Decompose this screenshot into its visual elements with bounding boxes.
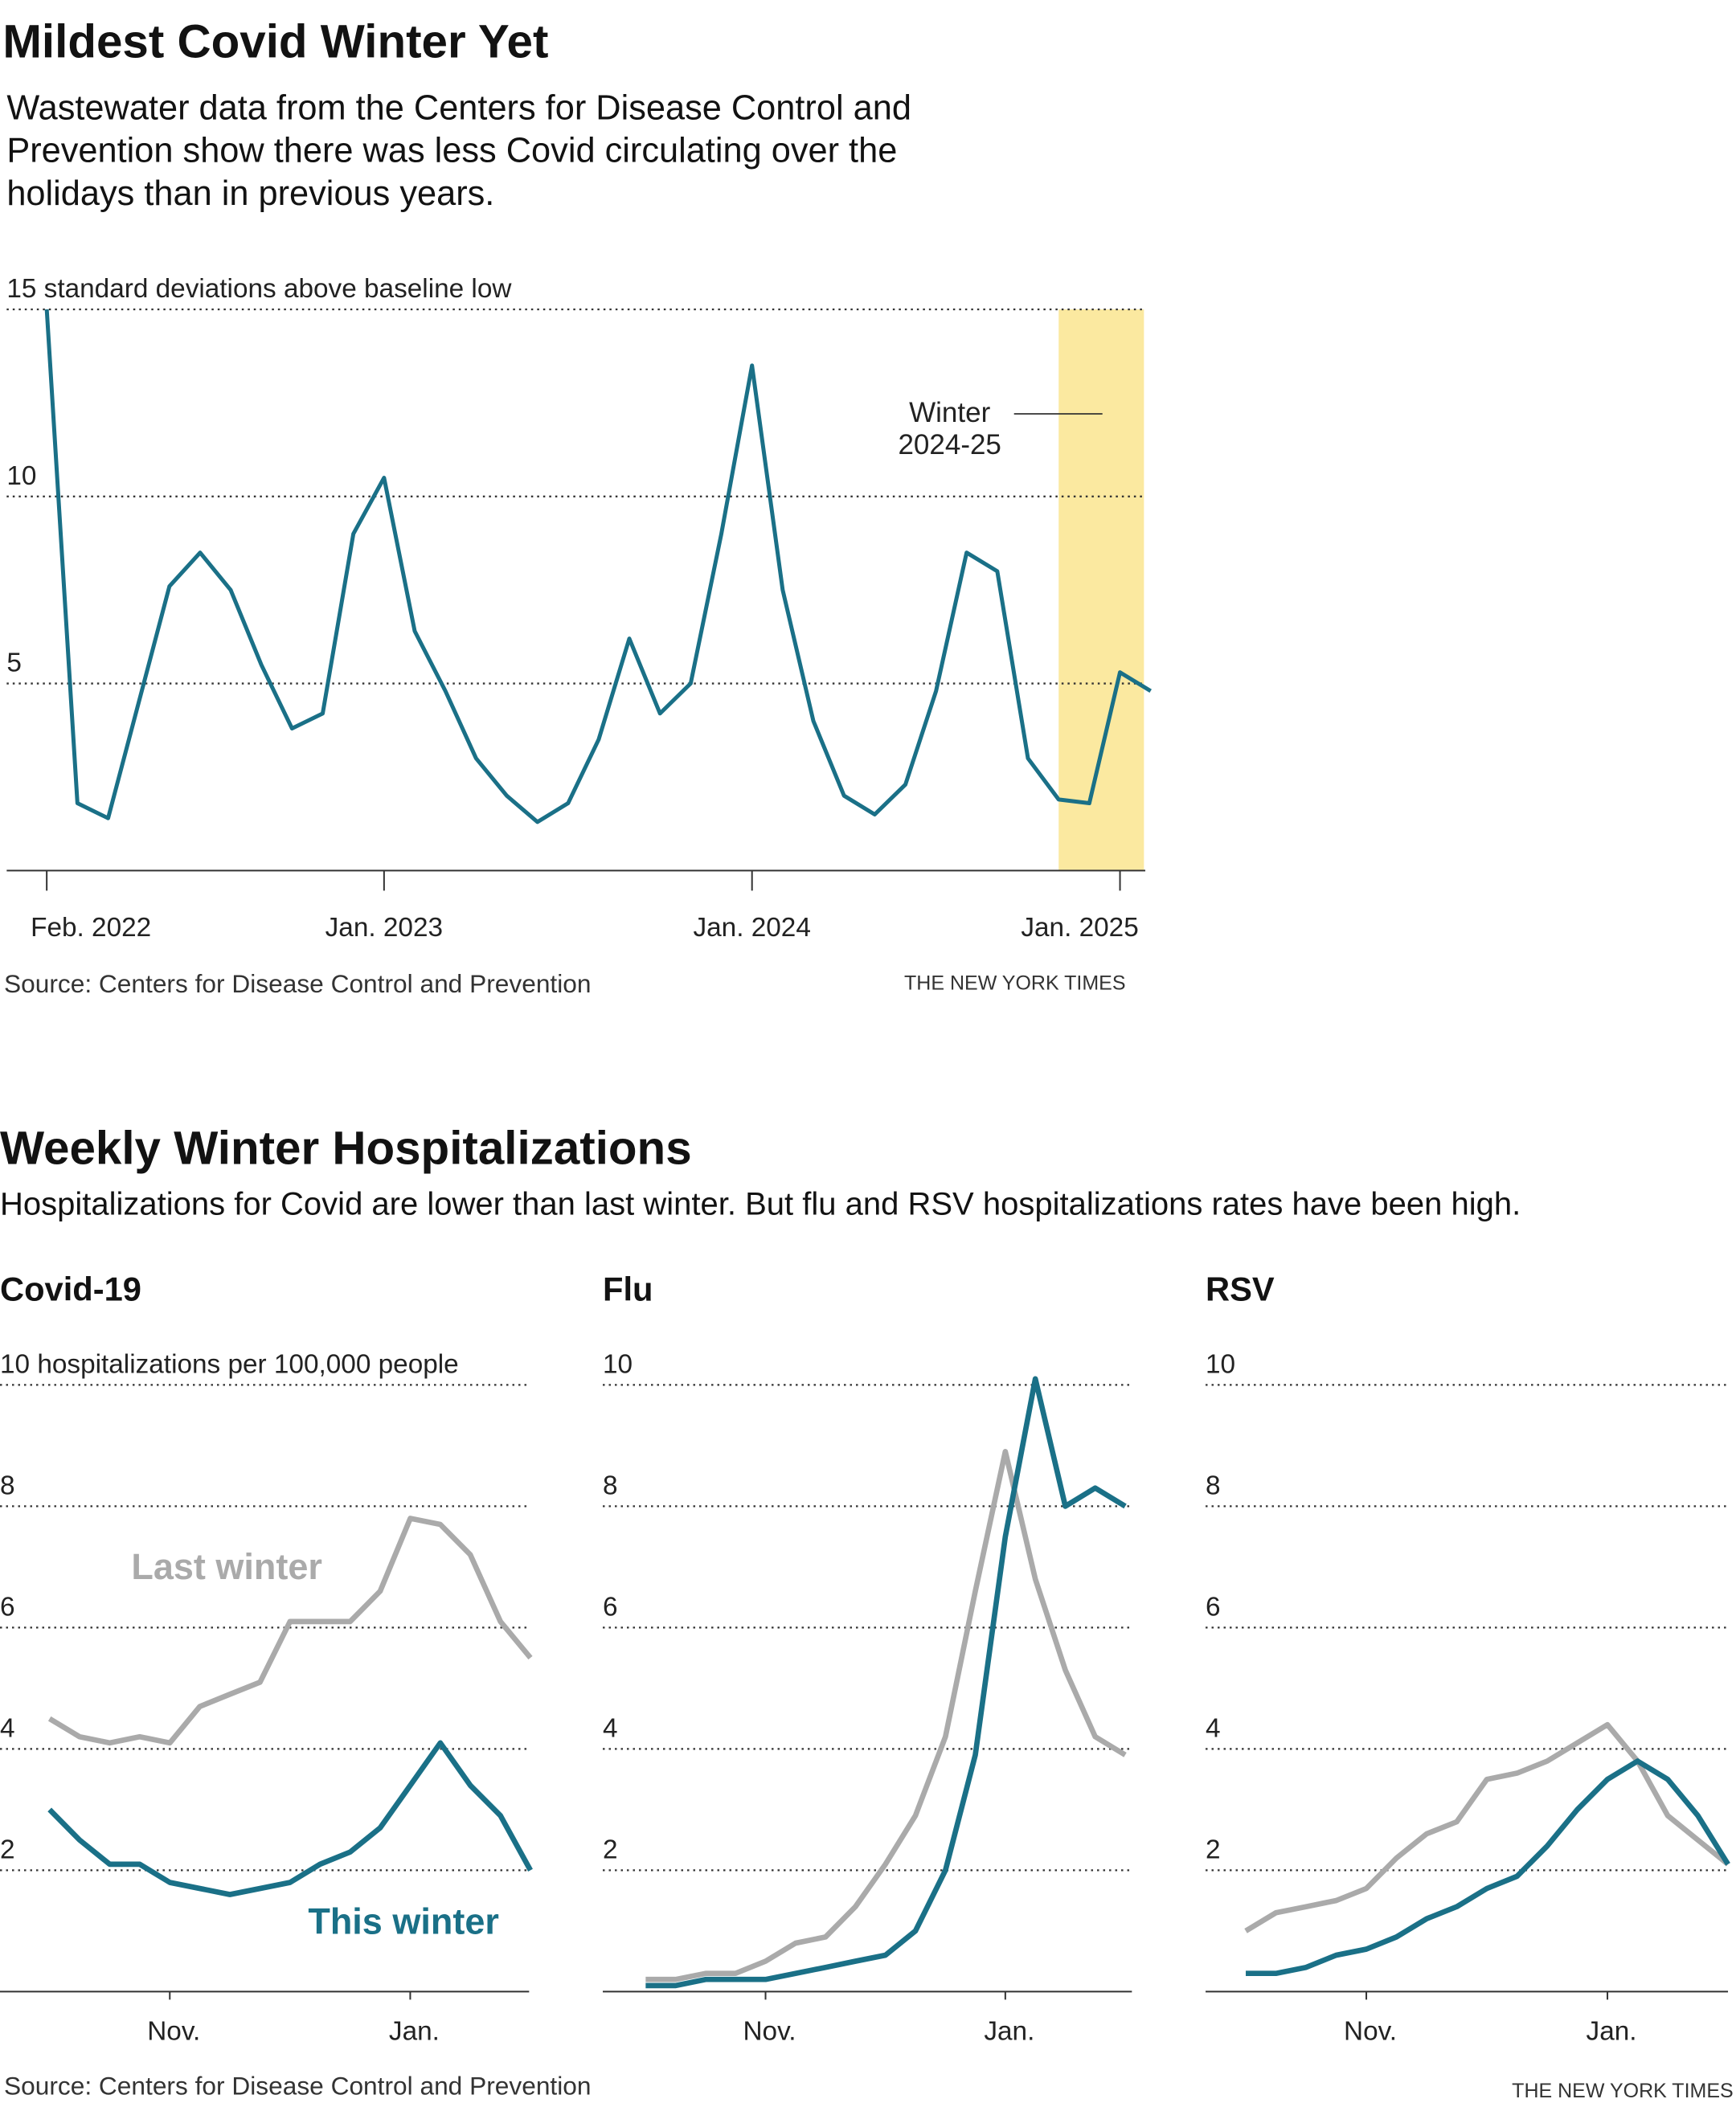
y-tick-label: 4	[603, 1713, 618, 1743]
x-tick-label: Nov.	[743, 2016, 796, 2046]
y-tick-label: 5	[6, 648, 22, 678]
x-tick-label: Jan.	[389, 2016, 440, 2046]
y-tick-label: 10	[1206, 1349, 1235, 1379]
series-label: This winter	[308, 1901, 499, 1942]
y-tick-label: 6	[603, 1592, 618, 1622]
panel-title: Flu	[603, 1270, 653, 1307]
x-tick-label: Jan.	[1587, 2016, 1637, 2046]
source: Source: Centers for Disease Control and …	[4, 2073, 592, 2102]
credit: THE NEW YORK TIMES	[904, 972, 1126, 996]
y-tick-label: 10 hospitalizations per 100,000 people	[0, 1349, 459, 1379]
panel-title: Covid-19	[0, 1270, 141, 1307]
highlight-label: 2024-25	[898, 429, 1001, 460]
series-label: Last winter	[131, 1546, 322, 1587]
y-tick-label: 10	[603, 1349, 633, 1379]
x-tick-label: Nov.	[147, 2016, 200, 2046]
panel-title: RSV	[1206, 1270, 1275, 1307]
series-line	[47, 1516, 533, 1746]
highlight-label: Winter	[909, 397, 990, 428]
y-tick-label: 10	[6, 461, 36, 491]
y-tick-label: 15 standard deviations above baseline lo…	[6, 274, 512, 304]
section-title: Weekly Winter Hospitalizations	[0, 1122, 692, 1175]
y-tick-label: 2	[0, 1835, 15, 1864]
highlight-band	[1058, 309, 1144, 871]
x-tick-label: Feb. 2022	[31, 913, 151, 943]
y-tick-label: 6	[0, 1592, 15, 1622]
series-line	[1244, 1721, 1730, 1933]
series-line	[1246, 1758, 1730, 1977]
credit: THE NEW YORK TIMES	[1512, 2080, 1734, 2103]
series-line	[47, 1740, 533, 1897]
y-tick-label: 8	[603, 1471, 618, 1500]
section-subtitle: Hospitalizations for Covid are lower tha…	[0, 1186, 1521, 1223]
source: Source: Centers for Disease Control and …	[4, 971, 592, 1000]
y-tick-label: 4	[1206, 1713, 1221, 1743]
y-tick-label: 2	[603, 1835, 618, 1864]
series-line	[645, 1376, 1127, 1989]
y-tick-label: 8	[1206, 1471, 1221, 1500]
chart-title: Mildest Covid Winter Yet	[2, 16, 549, 69]
y-tick-label: 4	[0, 1713, 15, 1743]
y-tick-label: 6	[1206, 1592, 1221, 1622]
series-line	[645, 1449, 1127, 1982]
x-tick-label: Jan.	[984, 2016, 1034, 2046]
y-tick-label: 2	[1206, 1835, 1221, 1864]
x-tick-label: Jan. 2024	[693, 913, 810, 943]
x-tick-label: Nov.	[1344, 2016, 1397, 2046]
y-tick-label: 8	[0, 1471, 15, 1500]
series-line	[44, 309, 1152, 824]
chart-subtitle: Wastewater data from the Centers for Dis…	[6, 87, 911, 214]
x-tick-label: Jan. 2025	[1021, 913, 1138, 943]
x-tick-label: Jan. 2023	[326, 913, 443, 943]
